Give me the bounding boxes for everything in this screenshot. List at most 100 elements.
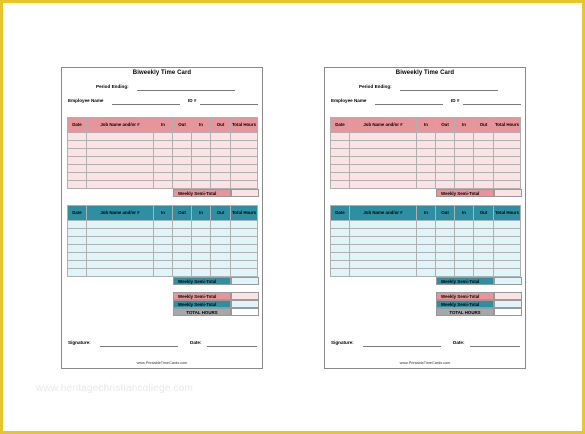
footer-url[interactable]: www.PrintableTimeCards.com	[136, 361, 188, 365]
header-total-hours: Total Hours	[230, 117, 258, 133]
header-in: In	[454, 205, 474, 221]
header-in: In	[416, 117, 436, 133]
table-row[interactable]	[67, 260, 258, 269]
summary-week-2: Weekly Semi-Total	[173, 300, 259, 308]
total-hours-label: TOTAL HOURS	[173, 308, 231, 316]
employee-name-field[interactable]	[112, 104, 180, 105]
table-row[interactable]	[67, 236, 258, 245]
id-field[interactable]	[463, 104, 521, 105]
table-row[interactable]	[67, 252, 258, 261]
table-header-row: Date Job Name and/or # In Out In Out Tot…	[67, 205, 258, 221]
summary-week-2: Weekly Semi-Total	[436, 300, 522, 308]
table-row[interactable]	[330, 180, 521, 189]
semi-total-value[interactable]	[231, 292, 259, 300]
header-in: In	[153, 117, 173, 133]
table-row[interactable]	[67, 156, 258, 165]
header-total-hours: Total Hours	[493, 205, 521, 221]
header-date: Date	[67, 117, 87, 133]
table-row[interactable]	[330, 268, 521, 277]
signature-label: Signature:	[331, 340, 354, 345]
header-total-hours: Total Hours	[493, 117, 521, 133]
semi-total-label: Weekly Semi-Total	[173, 189, 231, 197]
header-job: Job Name and/or #	[349, 205, 417, 221]
table-row[interactable]	[330, 148, 521, 157]
header-date: Date	[330, 117, 350, 133]
card-title: Biweekly Time Card	[395, 70, 455, 76]
table-row[interactable]	[67, 164, 258, 173]
card-title: Biweekly Time Card	[132, 70, 192, 76]
date-field[interactable]	[470, 346, 520, 347]
week-2-table: Date Job Name and/or # In Out In Out Tot…	[330, 205, 521, 277]
footer-url[interactable]: www.PrintableTimeCards.com	[399, 361, 451, 365]
semi-total-value[interactable]	[494, 292, 522, 300]
week-1-table: Date Job Name and/or # In Out In Out Tot…	[67, 117, 258, 189]
table-row[interactable]	[67, 172, 258, 181]
header-out: Out	[172, 205, 192, 221]
total-hours-row: TOTAL HOURS	[173, 308, 259, 316]
table-row[interactable]	[330, 220, 521, 229]
signature-label: Signature:	[68, 340, 91, 345]
header-in: In	[153, 205, 173, 221]
time-card-right: Biweekly Time Card Period Ending: Employ…	[324, 67, 526, 369]
table-row[interactable]	[330, 244, 521, 253]
table-row[interactable]	[67, 244, 258, 253]
table-row[interactable]	[330, 156, 521, 165]
semi-total-value[interactable]	[231, 300, 259, 308]
table-row[interactable]	[330, 260, 521, 269]
header-out: Out	[172, 117, 192, 133]
id-label: ID #	[188, 98, 197, 103]
table-header-row: Date Job Name and/or # In Out In Out Tot…	[67, 117, 258, 133]
table-row[interactable]	[330, 164, 521, 173]
header-total-hours: Total Hours	[230, 205, 258, 221]
period-ending-field[interactable]	[400, 90, 498, 91]
table-row[interactable]	[67, 132, 258, 141]
semi-total-label: Weekly Semi-Total	[173, 292, 231, 300]
semi-total-value[interactable]	[494, 300, 522, 308]
week-2-semi-total: Weekly Semi-Total	[436, 277, 522, 285]
total-hours-value[interactable]	[494, 308, 522, 316]
employee-name-label: Employee Name	[68, 98, 104, 103]
table-row[interactable]	[67, 148, 258, 157]
summary-week-1: Weekly Semi-Total	[436, 292, 522, 300]
id-field[interactable]	[200, 104, 258, 105]
employee-name-field[interactable]	[375, 104, 443, 105]
header-job: Job Name and/or #	[349, 117, 417, 133]
header-in: In	[416, 205, 436, 221]
watermark: www.heritagechristiancollege.com	[36, 383, 194, 394]
header-in: In	[191, 205, 211, 221]
table-row[interactable]	[67, 220, 258, 229]
header-out: Out	[473, 117, 494, 133]
semi-total-label: Weekly Semi-Total	[173, 300, 231, 308]
header-out: Out	[435, 205, 455, 221]
table-row[interactable]	[330, 228, 521, 237]
semi-total-label: Weekly Semi-Total	[173, 277, 231, 285]
period-ending-label: Period Ending:	[359, 84, 392, 89]
signature-field[interactable]	[100, 346, 178, 347]
table-row[interactable]	[67, 228, 258, 237]
period-ending-label: Period Ending:	[96, 84, 129, 89]
table-row[interactable]	[67, 268, 258, 277]
table-row[interactable]	[67, 140, 258, 149]
header-out: Out	[210, 205, 231, 221]
table-row[interactable]	[330, 236, 521, 245]
table-row[interactable]	[330, 172, 521, 181]
table-row[interactable]	[330, 140, 521, 149]
semi-total-value[interactable]	[231, 189, 259, 197]
date-label: Date:	[190, 340, 202, 345]
signature-field[interactable]	[363, 346, 441, 347]
period-ending-field[interactable]	[137, 90, 235, 91]
total-hours-value[interactable]	[231, 308, 259, 316]
header-out: Out	[473, 205, 494, 221]
date-field[interactable]	[207, 346, 257, 347]
table-row[interactable]	[330, 252, 521, 261]
total-hours-label: TOTAL HOURS	[436, 308, 494, 316]
week-2-semi-total: Weekly Semi-Total	[173, 277, 259, 285]
table-row[interactable]	[330, 132, 521, 141]
semi-total-value[interactable]	[231, 277, 259, 285]
semi-total-value[interactable]	[494, 189, 522, 197]
header-out: Out	[435, 117, 455, 133]
table-row[interactable]	[67, 180, 258, 189]
semi-total-value[interactable]	[494, 277, 522, 285]
table-header-row: Date Job Name and/or # In Out In Out Tot…	[330, 117, 521, 133]
week-1-semi-total: Weekly Semi-Total	[173, 189, 259, 197]
